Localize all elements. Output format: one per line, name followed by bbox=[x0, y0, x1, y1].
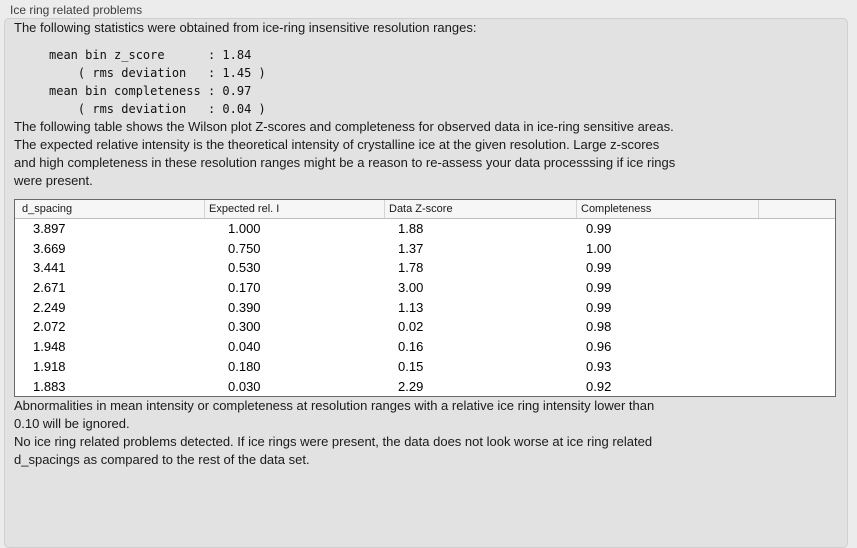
table-row[interactable]: 2.072 0.300 0.02 0.98 bbox=[15, 317, 835, 337]
table-cell-empty bbox=[758, 258, 835, 278]
table-cell-empty bbox=[758, 298, 835, 318]
table-cell: 0.93 bbox=[586, 358, 612, 374]
table-cell: 1.918 bbox=[33, 358, 66, 374]
table-cell: 0.300 bbox=[228, 319, 261, 335]
stats-block: mean bin z_score : 1.84 ( rms deviation … bbox=[49, 48, 266, 116]
table-cell: 0.92 bbox=[586, 378, 612, 394]
table-header-row: d_spacing Expected rel. I Data Z-score Comp… bbox=[15, 200, 835, 219]
table-description: The following table shows the Wilson plo… bbox=[14, 119, 676, 188]
ignore-note: Abnormalities in mean intensity or compl… bbox=[14, 398, 655, 432]
table-cell: 0.16 bbox=[398, 339, 424, 355]
table-cell: 0.750 bbox=[228, 240, 261, 256]
table-cell: 2.249 bbox=[33, 299, 66, 315]
table-cell: 0.15 bbox=[398, 358, 424, 374]
table-row[interactable]: 3.441 0.530 1.78 0.99 bbox=[15, 258, 835, 278]
table-cell: 2.072 bbox=[33, 319, 66, 335]
table-cell: 0.96 bbox=[586, 339, 612, 355]
table-cell-empty bbox=[758, 278, 835, 298]
table-cell: 1.37 bbox=[398, 240, 424, 256]
table-cell: 1.78 bbox=[398, 260, 424, 276]
column-header-completeness[interactable]: Completeness bbox=[576, 200, 758, 218]
table-cell-empty bbox=[758, 239, 835, 259]
table-cell: 3.00 bbox=[398, 280, 424, 296]
table-row[interactable]: 2.671 0.170 3.00 0.99 bbox=[15, 278, 835, 298]
table-cell: 0.390 bbox=[228, 299, 261, 315]
table-row[interactable]: 3.897 1.000 1.88 0.99 bbox=[15, 219, 835, 239]
table-cell: 0.99 bbox=[586, 280, 612, 296]
table-cell-empty bbox=[758, 317, 835, 337]
table-cell-empty bbox=[758, 357, 835, 377]
table-cell: 0.02 bbox=[398, 319, 424, 335]
column-header-expected-rel-i[interactable]: Expected rel. I bbox=[204, 200, 384, 218]
table-cell: 2.671 bbox=[33, 280, 66, 296]
ice-ring-table: d_spacing Expected rel. I Data Z-score Comp… bbox=[14, 199, 836, 398]
table-cell: 0.99 bbox=[586, 299, 612, 315]
table-row[interactable]: 1.883 0.030 2.29 0.92 bbox=[15, 377, 835, 397]
table-cell: 0.98 bbox=[586, 319, 612, 335]
table-row[interactable]: 3.669 0.750 1.37 1.00 bbox=[15, 239, 835, 259]
table-row[interactable]: 1.948 0.040 0.16 0.96 bbox=[15, 337, 835, 357]
table-cell: 1.88 bbox=[398, 221, 424, 236]
table-cell: 1.883 bbox=[33, 378, 66, 394]
table-cell-empty bbox=[758, 219, 835, 239]
panel-title: Ice ring related problems bbox=[10, 3, 143, 17]
table-cell-empty bbox=[758, 337, 835, 357]
table-row[interactable]: 1.918 0.180 0.15 0.93 bbox=[15, 357, 835, 377]
table-cell: 0.99 bbox=[586, 221, 612, 236]
ice-ring-groupbox: The following statistics were obtained f… bbox=[4, 18, 848, 548]
table-cell: 0.040 bbox=[228, 339, 261, 355]
table-body: 3.897 1.000 1.88 0.99 3.669 0.750 1.37 1.00 3.44… bbox=[15, 219, 835, 396]
table-cell: 0.180 bbox=[228, 358, 261, 374]
table-cell: 3.441 bbox=[33, 260, 66, 276]
table-cell: 0.530 bbox=[228, 260, 261, 276]
table-cell-empty bbox=[758, 377, 835, 397]
table-cell: 1.000 bbox=[228, 221, 261, 236]
table-cell: 0.99 bbox=[586, 260, 612, 276]
table-cell: 2.29 bbox=[398, 378, 424, 394]
table-cell: 1.00 bbox=[586, 240, 612, 256]
conclusion-text: No ice ring related problems detected. I… bbox=[14, 434, 653, 468]
table-cell: 0.170 bbox=[228, 280, 261, 296]
table-row[interactable]: 2.249 0.390 1.13 0.99 bbox=[15, 298, 835, 318]
intro-text: The following statistics were obtained f… bbox=[14, 20, 477, 35]
table-cell: 0.030 bbox=[228, 378, 261, 394]
column-header-d-spacing[interactable]: d_spacing bbox=[22, 203, 73, 215]
column-header-data-z-score[interactable]: Data Z-score bbox=[384, 200, 576, 218]
table-cell: 3.897 bbox=[33, 221, 66, 236]
table-cell: 3.669 bbox=[33, 240, 66, 256]
table-cell: 1.948 bbox=[33, 339, 66, 355]
table-cell: 1.13 bbox=[398, 299, 424, 315]
column-header-empty[interactable] bbox=[758, 200, 835, 218]
